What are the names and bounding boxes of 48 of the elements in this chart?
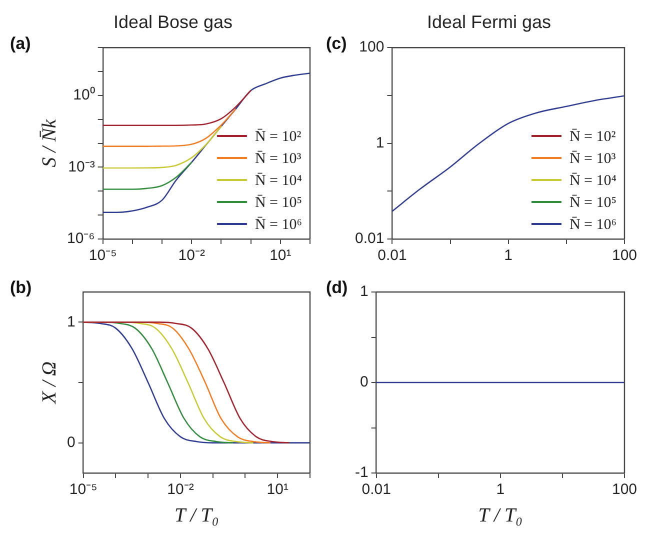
legend-label: N̄ = 10⁴ [569, 172, 616, 189]
y-tick-label: 0 [67, 434, 76, 451]
y-tick-label: 0.01 [354, 230, 384, 248]
x-tick-label: 100 [612, 247, 637, 264]
y-tick-label: 0 [360, 374, 368, 391]
line-series [102, 108, 236, 147]
legend-label: N̄ = 10⁶ [254, 216, 302, 233]
legend-label: N̄ = 10⁶ [569, 216, 616, 233]
legend-label: N̄ = 10⁵ [569, 194, 616, 211]
y-tick-label: 1 [67, 313, 76, 330]
x-axis-title: T / T₀ [174, 504, 219, 526]
text: (c) [326, 34, 347, 53]
x-tick-label: 10¹ [270, 247, 292, 264]
x-tick-label: 1 [504, 247, 513, 264]
text: (a) [10, 34, 31, 53]
y-axis-title: S / N̄k [38, 118, 60, 168]
y-tick-label: 1 [376, 134, 384, 152]
x-tick-label: 100 [612, 481, 637, 498]
text: (d) [326, 278, 348, 298]
y-tick-label: 100 [359, 38, 384, 56]
x-tick-label: 0.01 [378, 247, 407, 264]
x-axis-title: T / T₀ [478, 504, 523, 526]
y-axis-title: X / Ω [38, 361, 60, 405]
legend-label: N̄ = 10² [569, 128, 616, 145]
line-series [392, 95, 624, 212]
legend-label: N̄ = 10³ [569, 150, 616, 167]
x-tick-label: 10⁻² [167, 481, 194, 498]
x-tick-label: 10¹ [266, 481, 288, 498]
text: (b) [10, 278, 32, 298]
line-series [102, 72, 310, 213]
legend-label: N̄ = 10⁴ [254, 172, 302, 189]
x-tick-label: 1 [496, 481, 505, 498]
y-tick-label: 10⁻⁶ [67, 230, 95, 248]
y-tick-label: 1 [360, 283, 368, 300]
y-tick-label: 10⁻³ [68, 158, 95, 176]
x-tick-label: 10⁻² [178, 247, 205, 264]
chart-title: Ideal Bose gas [113, 12, 233, 32]
legend-label: N̄ = 10³ [254, 150, 302, 167]
line-series [102, 90, 252, 126]
chart-title: Ideal Fermi gas [426, 12, 552, 32]
x-tick-label: 10⁻⁵ [69, 481, 98, 498]
legend-label: N̄ = 10⁵ [254, 194, 302, 211]
x-tick-label: 10⁻⁵ [88, 247, 117, 264]
y-tick-label: 10⁰ [73, 86, 95, 104]
y-tick-label: -1 [354, 464, 368, 482]
line-series [102, 162, 192, 190]
line-series [102, 126, 222, 169]
legend-label: N̄ = 10² [254, 128, 302, 145]
